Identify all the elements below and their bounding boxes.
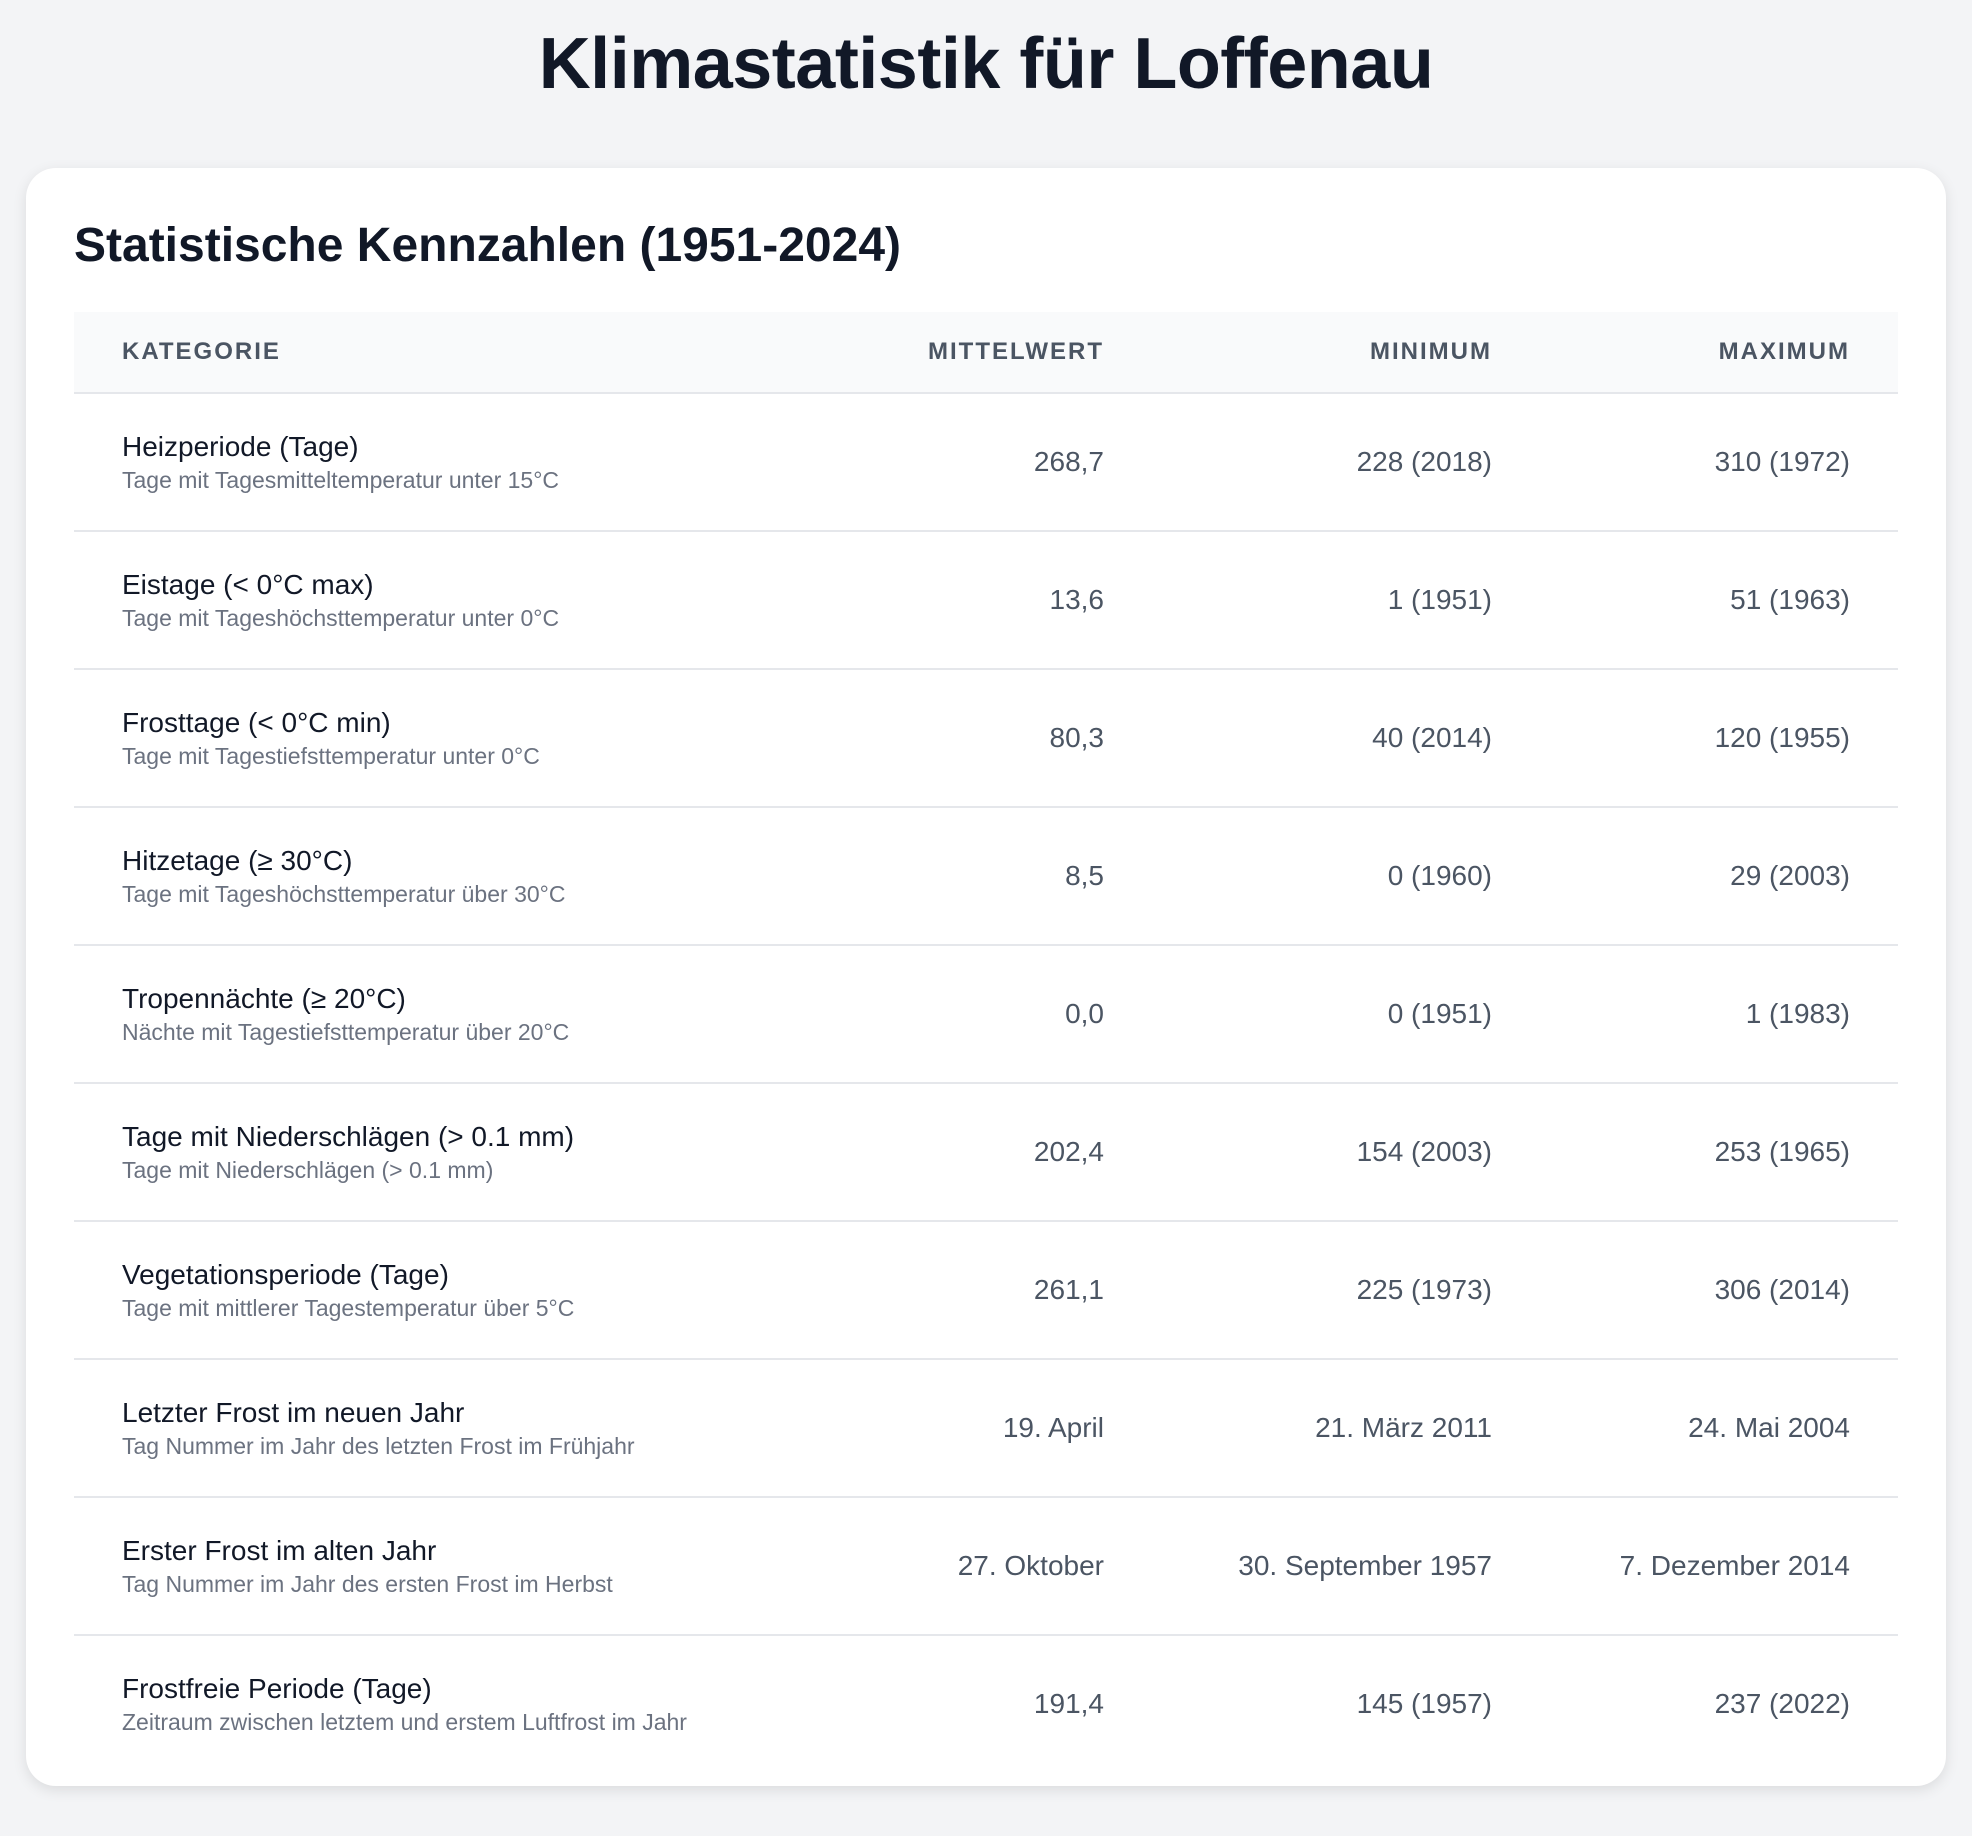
mean-value: 13,6 [1049, 584, 1105, 615]
header-max: MAXIMUM [1718, 338, 1850, 365]
max-value: 253 (1965) [1714, 1136, 1850, 1167]
max-value: 7. Dezember 2014 [1619, 1550, 1850, 1581]
min-value: 0 (1951) [1387, 998, 1492, 1029]
table-row: Hitzetage (≥ 30°C) Tage mit Tageshöchstt… [74, 808, 1898, 946]
category-cell: Eistage (< 0°C max) Tage mit Tageshöchst… [74, 567, 854, 633]
mean-value: 80,3 [1049, 722, 1105, 753]
table-row: Tage mit Niederschlägen (> 0.1 mm) Tage … [74, 1084, 1898, 1222]
min-value: 21. März 2011 [1315, 1412, 1492, 1443]
category-cell: Tage mit Niederschlägen (> 0.1 mm) Tage … [74, 1119, 854, 1185]
mean-value: 191,4 [1033, 1688, 1104, 1719]
category-name: Tage mit Niederschlägen (> 0.1 mm) [122, 1121, 575, 1152]
header-category: KATEGORIE [122, 338, 281, 365]
card-title: Statistische Kennzahlen (1951-2024) [74, 219, 901, 272]
mean-value: 268,7 [1033, 446, 1104, 477]
category-cell: Heizperiode (Tage) Tage mit Tagesmittelt… [74, 429, 854, 495]
category-cell: Erster Frost im alten Jahr Tag Nummer im… [74, 1533, 854, 1599]
mean-value: 0,0 [1065, 998, 1104, 1029]
min-value: 228 (2018) [1356, 446, 1492, 477]
category-description: Tag Nummer im Jahr des letzten Frost im … [122, 1433, 635, 1459]
max-value: 24. Mai 2004 [1688, 1412, 1850, 1443]
category-description: Tage mit Tageshöchsttemperatur über 30°C [122, 881, 566, 907]
statistics-card: Statistische Kennzahlen (1951-2024) KATE… [26, 168, 1946, 1786]
table-row: Heizperiode (Tage) Tage mit Tagesmittelt… [74, 394, 1898, 532]
category-cell: Letzter Frost im neuen Jahr Tag Nummer i… [74, 1395, 854, 1461]
table-row: Eistage (< 0°C max) Tage mit Tageshöchst… [74, 532, 1898, 670]
max-value: 237 (2022) [1714, 1688, 1850, 1719]
min-value: 30. September 1957 [1238, 1550, 1492, 1581]
category-cell: Frosttage (< 0°C min) Tage mit Tagestief… [74, 705, 854, 771]
table-row: Vegetationsperiode (Tage) Tage mit mittl… [74, 1222, 1898, 1360]
category-name: Eistage (< 0°C max) [122, 569, 374, 600]
max-value: 310 (1972) [1714, 446, 1850, 477]
mean-value: 27. Oktober [957, 1550, 1104, 1581]
table-row: Frostfreie Periode (Tage) Zeitraum zwisc… [74, 1636, 1898, 1772]
header-mean: MITTELWERT [928, 338, 1104, 365]
max-value: 306 (2014) [1714, 1274, 1850, 1305]
category-name: Erster Frost im alten Jahr [122, 1535, 437, 1566]
category-description: Tage mit mittlerer Tagestemperatur über … [122, 1295, 575, 1321]
min-value: 40 (2014) [1372, 722, 1492, 753]
mean-value: 8,5 [1065, 860, 1104, 891]
min-value: 154 (2003) [1356, 1136, 1492, 1167]
category-name: Hitzetage (≥ 30°C) [122, 845, 353, 876]
category-cell: Vegetationsperiode (Tage) Tage mit mittl… [74, 1257, 854, 1323]
category-description: Nächte mit Tagestiefsttemperatur über 20… [122, 1019, 570, 1045]
header-min: MINIMUM [1370, 338, 1492, 365]
category-name: Vegetationsperiode (Tage) [122, 1259, 449, 1290]
min-value: 225 (1973) [1356, 1274, 1492, 1305]
category-cell: Hitzetage (≥ 30°C) Tage mit Tageshöchstt… [74, 843, 854, 909]
table-header: KATEGORIE MITTELWERT MINIMUM MAXIMUM [74, 312, 1898, 394]
table-row: Letzter Frost im neuen Jahr Tag Nummer i… [74, 1360, 1898, 1498]
category-description: Tage mit Tagestiefsttemperatur unter 0°C [122, 743, 540, 769]
page-title: Klimastatistik für Loffenau [538, 24, 1434, 104]
category-description: Tage mit Niederschlägen (> 0.1 mm) [122, 1157, 494, 1183]
max-value: 29 (2003) [1730, 860, 1850, 891]
min-value: 0 (1960) [1387, 860, 1492, 891]
category-name: Letzter Frost im neuen Jahr [122, 1397, 465, 1428]
table-row: Erster Frost im alten Jahr Tag Nummer im… [74, 1498, 1898, 1636]
table-row: Tropennächte (≥ 20°C) Nächte mit Tagesti… [74, 946, 1898, 1084]
mean-value: 19. April [1002, 1412, 1104, 1443]
category-description: Tag Nummer im Jahr des ersten Frost im H… [122, 1571, 613, 1597]
min-value: 145 (1957) [1356, 1688, 1492, 1719]
category-description: Zeitraum zwischen letztem und erstem Luf… [122, 1709, 687, 1735]
max-value: 1 (1983) [1745, 998, 1850, 1029]
category-cell: Frostfreie Periode (Tage) Zeitraum zwisc… [74, 1671, 854, 1737]
category-cell: Tropennächte (≥ 20°C) Nächte mit Tagesti… [74, 981, 854, 1047]
category-name: Tropennächte (≥ 20°C) [122, 983, 406, 1014]
category-name: Frostfreie Periode (Tage) [122, 1673, 432, 1704]
mean-value: 202,4 [1033, 1136, 1104, 1167]
category-description: Tage mit Tageshöchsttemperatur unter 0°C [122, 605, 560, 631]
max-value: 120 (1955) [1714, 722, 1850, 753]
min-value: 1 (1951) [1387, 584, 1492, 615]
category-description: Tage mit Tagesmitteltemperatur unter 15°… [122, 467, 560, 493]
max-value: 51 (1963) [1730, 584, 1850, 615]
statistics-table: KATEGORIE MITTELWERT MINIMUM MAXIMUM Hei… [74, 312, 1898, 1772]
category-name: Frosttage (< 0°C min) [122, 707, 391, 738]
mean-value: 261,1 [1033, 1274, 1104, 1305]
category-name: Heizperiode (Tage) [122, 431, 359, 462]
table-row: Frosttage (< 0°C min) Tage mit Tagestief… [74, 670, 1898, 808]
